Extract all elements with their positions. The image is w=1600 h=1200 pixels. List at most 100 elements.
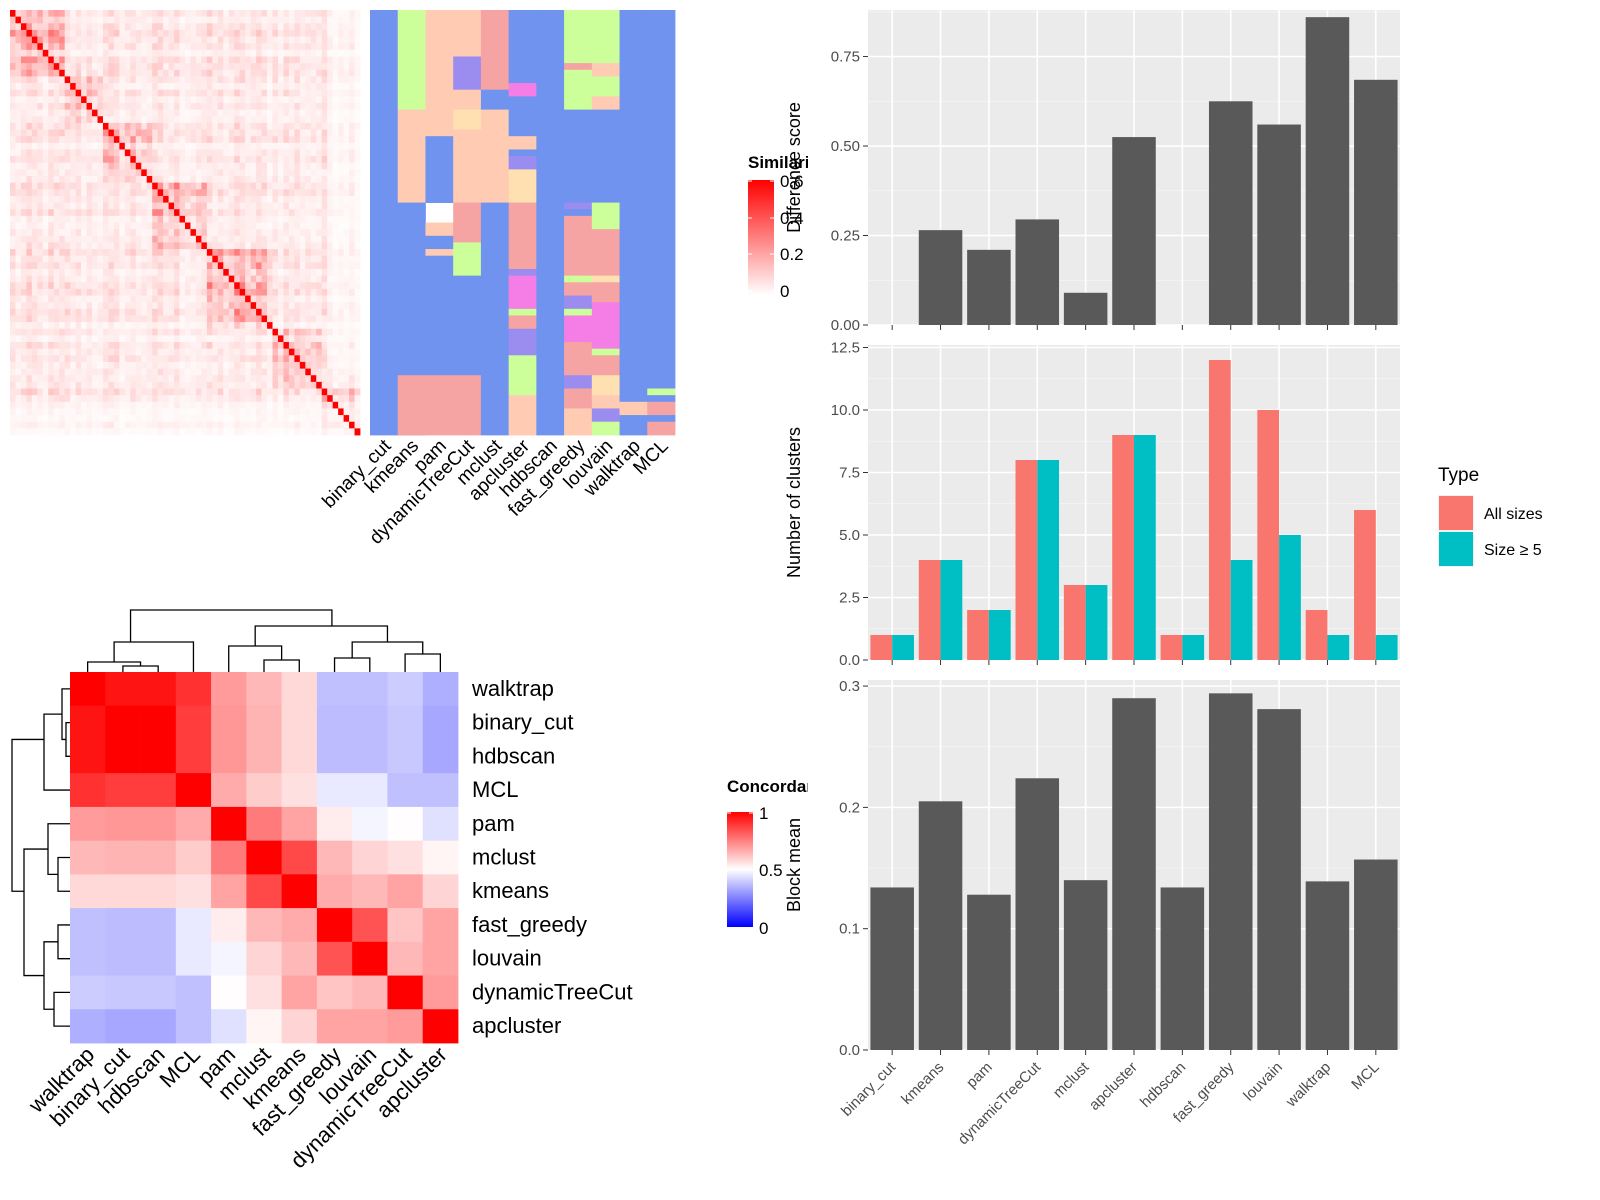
similarity-cell	[212, 388, 219, 396]
similarity-cell	[272, 342, 279, 350]
similarity-cell	[223, 215, 230, 223]
concordance-cell	[70, 874, 106, 909]
concordance-cell	[246, 908, 283, 943]
similarity-cell	[261, 156, 268, 164]
similarity-cell	[168, 162, 175, 170]
similarity-cell	[92, 322, 98, 330]
similarity-cell	[75, 288, 82, 296]
similarity-cell	[48, 122, 55, 130]
similarity-cell	[343, 368, 350, 376]
partition-block	[508, 275, 537, 310]
similarity-cell	[64, 249, 71, 257]
similarity-cell	[228, 10, 235, 18]
similarity-cell	[283, 156, 290, 164]
similarity-cell	[338, 116, 344, 124]
similarity-cell	[299, 408, 306, 416]
similarity-cell	[135, 375, 142, 383]
similarity-cell	[75, 415, 82, 423]
similarity-cell	[152, 122, 159, 130]
similarity-cell	[299, 388, 306, 396]
similarity-cell	[53, 328, 60, 336]
similarity-cell	[48, 129, 55, 137]
similarity-cell	[53, 102, 60, 111]
similarity-cell	[228, 222, 235, 230]
similarity-cell	[217, 122, 224, 130]
similarity-cell	[327, 415, 334, 423]
similarity-cell	[179, 16, 186, 24]
similarity-cell	[26, 315, 33, 323]
similarity-cell	[20, 355, 27, 363]
concordance-cell	[281, 874, 318, 909]
similarity-cell	[108, 361, 115, 369]
similarity-cell	[174, 136, 180, 144]
similarity-cell	[53, 421, 60, 429]
similarity-cell	[239, 176, 246, 184]
partition-block	[564, 202, 593, 210]
similarity-cell	[228, 361, 235, 369]
similarity-cell	[321, 335, 328, 343]
similarity-cell	[135, 215, 142, 223]
similarity-cell	[102, 288, 109, 296]
similarity-cell	[48, 315, 55, 323]
similarity-cell	[288, 335, 295, 343]
similarity-cell	[239, 69, 246, 77]
similarity-cell	[256, 89, 262, 97]
similarity-cell	[354, 421, 361, 429]
similarity-cell	[42, 381, 49, 389]
similarity-cell	[190, 262, 197, 270]
similarity-cell	[130, 255, 137, 263]
similarity-cell	[97, 295, 104, 303]
similarity-cell	[212, 76, 219, 84]
similarity-cell	[10, 36, 16, 44]
similarity-cell	[179, 249, 186, 257]
similarity-cell	[206, 96, 213, 104]
similarity-cell	[349, 328, 355, 336]
similarity-cell	[206, 242, 213, 250]
similarity-cell	[321, 89, 328, 97]
similarity-cell	[146, 23, 153, 31]
similarity-cell	[86, 282, 93, 290]
concordance-cell	[422, 975, 459, 1010]
similarity-cell	[108, 262, 115, 270]
similarity-cell	[168, 63, 175, 71]
similarity-cell	[141, 302, 148, 310]
similarity-cell	[250, 182, 257, 190]
similarity-cell	[59, 262, 66, 270]
similarity-cell	[48, 308, 55, 316]
similarity-cell	[42, 49, 49, 57]
similarity-cell	[141, 375, 148, 383]
concordance-cell	[422, 806, 459, 842]
similarity-cell	[256, 16, 262, 24]
similarity-cell	[48, 109, 55, 117]
similarity-cell	[327, 195, 334, 203]
similarity-cell	[75, 249, 82, 257]
similarity-cell	[141, 116, 148, 124]
similarity-cell	[124, 56, 131, 64]
similarity-cell	[321, 368, 328, 376]
similarity-cell	[212, 421, 219, 429]
similarity-cell	[272, 328, 279, 336]
similarity-cell	[146, 342, 153, 350]
similarity-cell	[267, 275, 273, 283]
similarity-cell	[20, 342, 27, 350]
similarity-cell	[338, 169, 344, 177]
similarity-cell	[195, 182, 202, 190]
similarity-cell	[168, 176, 175, 184]
similarity-cell	[130, 401, 137, 409]
similarity-cell	[53, 401, 60, 409]
similarity-cell	[59, 302, 66, 310]
similarity-cell	[97, 408, 104, 416]
similarity-cell	[81, 275, 87, 283]
similarity-cell	[168, 368, 175, 376]
similarity-cell	[283, 335, 290, 343]
similarity-cell	[354, 182, 361, 190]
similarity-cell	[152, 76, 159, 84]
similarity-cell	[152, 23, 159, 31]
similarity-cell	[48, 16, 55, 24]
similarity-cell	[261, 235, 268, 243]
similarity-cell	[256, 235, 262, 243]
similarity-cell	[223, 195, 230, 203]
similarity-cell	[305, 156, 312, 164]
concordance-cell	[140, 672, 177, 707]
similarity-cell	[310, 36, 317, 44]
